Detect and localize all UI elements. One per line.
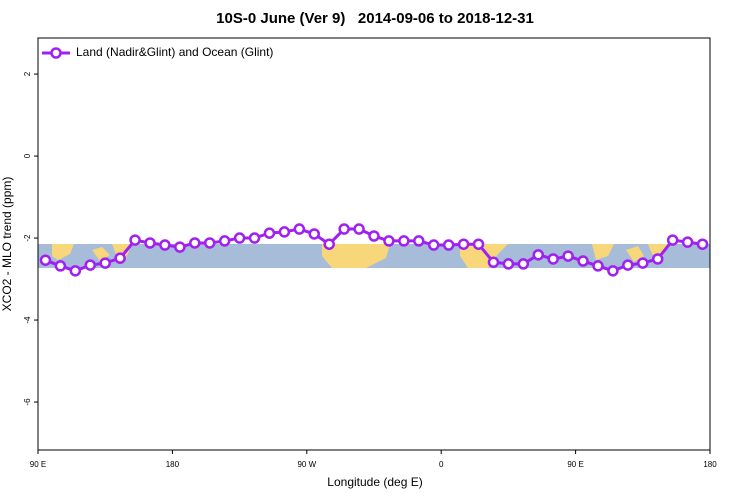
- point: [69, 265, 82, 277]
- plot-frame: [37, 37, 711, 451]
- point: [532, 249, 545, 261]
- x-tick-label: 180: [703, 460, 717, 469]
- land: [592, 244, 668, 262]
- y-tick-label: 0: [23, 153, 32, 158]
- point: [666, 234, 679, 246]
- x-axis-label: Longitude (deg E): [327, 475, 422, 489]
- y-axis-label: XCO2 - MLO trend (ppm): [0, 177, 14, 312]
- point: [39, 254, 52, 266]
- land: [322, 244, 390, 268]
- map-band: [38, 244, 710, 268]
- point: [189, 237, 201, 249]
- point: [248, 232, 261, 244]
- x-tick-label: 180: [166, 460, 180, 469]
- point: [54, 260, 67, 272]
- point: [323, 238, 335, 250]
- point: [637, 257, 649, 269]
- point: [696, 238, 709, 250]
- point: [353, 223, 365, 235]
- x-tick-label: 90 E: [30, 460, 46, 469]
- legend-marker: [50, 47, 62, 59]
- land: [460, 244, 508, 268]
- point: [144, 237, 156, 249]
- point: [114, 252, 126, 264]
- x-tick-label: 90 W: [297, 460, 316, 469]
- point: [203, 237, 216, 249]
- point: [502, 258, 515, 270]
- point: [562, 250, 574, 262]
- point: [442, 239, 455, 251]
- y-tick-label: 2: [23, 71, 32, 76]
- x-tick-label: 90 E: [567, 460, 583, 469]
- point: [218, 235, 231, 247]
- point: [99, 257, 111, 269]
- y-tick-label: -6: [23, 398, 32, 406]
- point: [681, 236, 694, 248]
- point: [651, 253, 664, 265]
- point: [517, 258, 530, 270]
- point: [129, 234, 141, 246]
- point: [472, 238, 485, 250]
- point: [487, 256, 500, 268]
- point: [607, 265, 619, 277]
- point: [174, 241, 186, 253]
- point: [547, 253, 559, 265]
- point: [308, 228, 321, 240]
- point: [233, 232, 246, 244]
- point: [278, 226, 291, 238]
- point: [577, 255, 589, 267]
- point: [368, 230, 380, 242]
- point: [427, 239, 440, 251]
- land: [52, 244, 132, 261]
- point: [338, 223, 350, 235]
- point: [263, 227, 276, 239]
- point: [413, 235, 425, 247]
- chart-title: 10S-0 June (Ver 9) 2014-09-06 to 2018-12…: [216, 10, 534, 27]
- point: [592, 260, 604, 272]
- point: [293, 223, 306, 235]
- y-tick-label: -4: [23, 316, 32, 324]
- point: [398, 235, 410, 247]
- point: [159, 239, 171, 251]
- x-tick-label: 0: [439, 460, 444, 469]
- legend-label: Land (Nadir&Glint) and Ocean (Glint): [76, 45, 273, 59]
- point: [457, 238, 470, 250]
- point: [622, 259, 634, 271]
- point: [383, 235, 395, 247]
- y-tick-label: -2: [23, 234, 32, 242]
- legend: Land (Nadir&Glint) and Ocean (Glint): [42, 45, 273, 59]
- point: [84, 259, 97, 271]
